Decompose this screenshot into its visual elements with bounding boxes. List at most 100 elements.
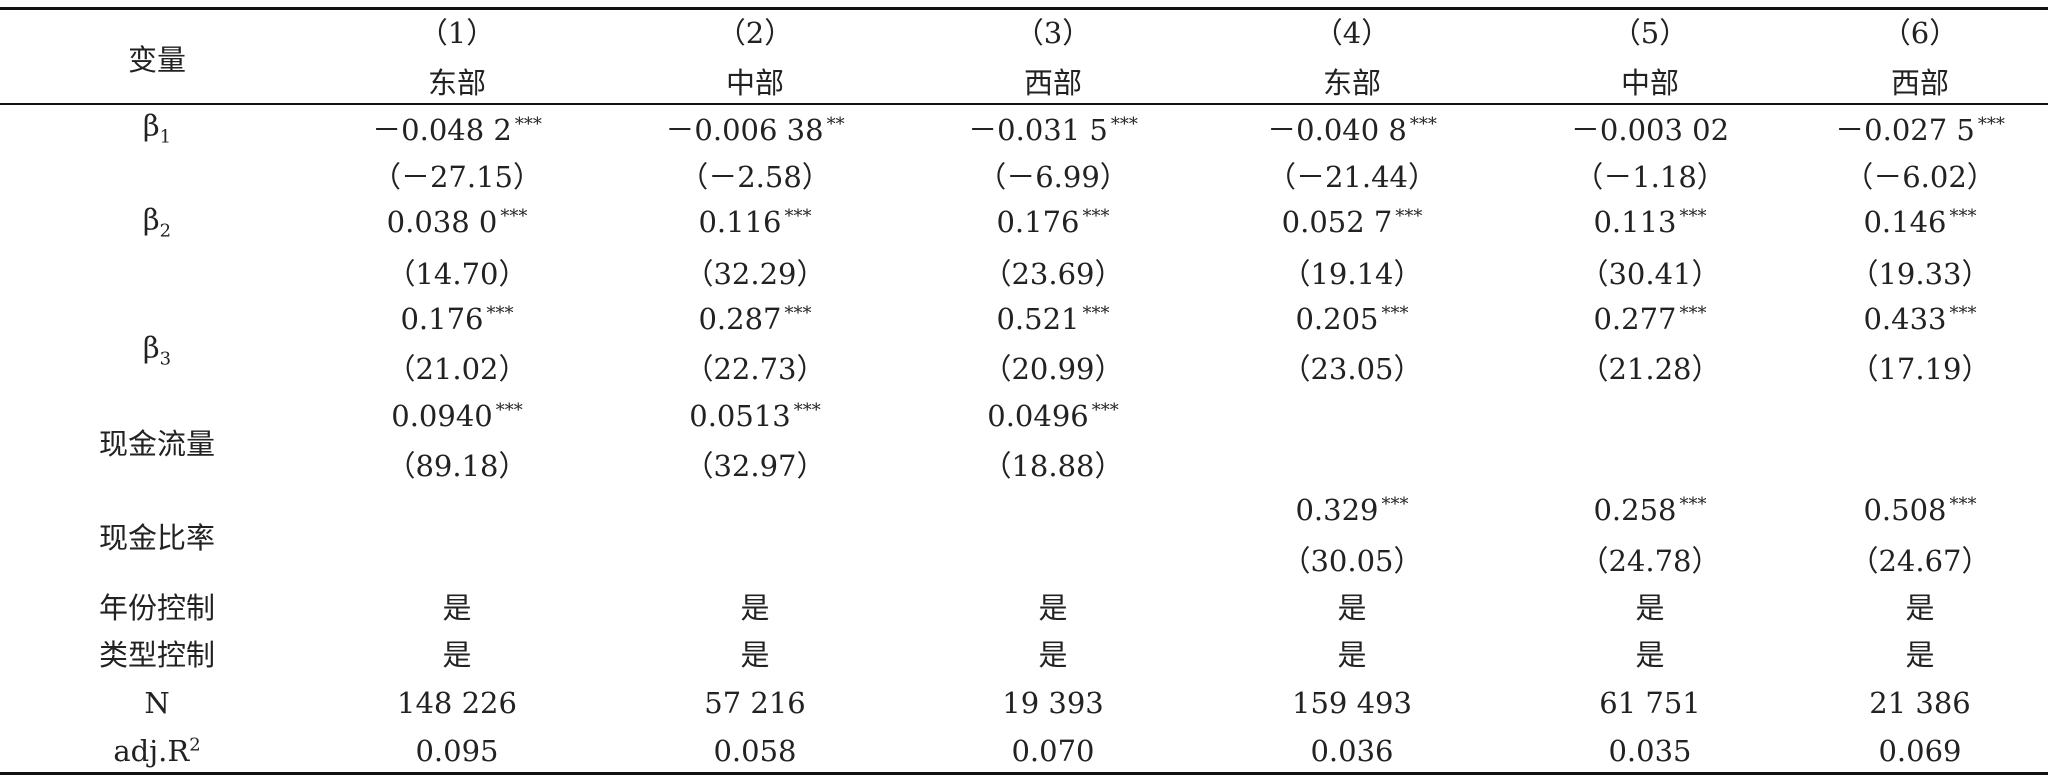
- t-statistic: （－6.99）: [977, 160, 1129, 194]
- significance-stars: ***: [1110, 114, 1138, 135]
- significance-stars: ***: [1395, 206, 1423, 227]
- significance-stars: ***: [1977, 114, 2005, 135]
- significance-stars: ***: [500, 206, 528, 227]
- row-label: β2: [143, 203, 171, 242]
- significance-stars: **: [826, 114, 845, 135]
- coefficient: 0.176 ***: [996, 205, 1109, 239]
- coefficient-value: 0.287: [698, 302, 782, 336]
- label-text: 现金比率: [98, 521, 216, 555]
- coefficient: 0.146 ***: [1863, 205, 1976, 239]
- label-text: β: [142, 202, 160, 237]
- coefficient-value: －0.027 5: [1835, 113, 1975, 147]
- t-statistic: （24.78）: [1579, 544, 1721, 578]
- cell-value: 148 226: [397, 686, 517, 720]
- t-statistic: （30.05）: [1281, 544, 1423, 578]
- significance-stars: ***: [1381, 303, 1409, 324]
- t-statistic: （21.28）: [1579, 352, 1721, 386]
- coefficient-value: 0.258: [1593, 493, 1677, 527]
- row-label: 现金流量: [99, 421, 215, 463]
- coefficient-value: 0.329: [1295, 493, 1379, 527]
- t-statistic: （14.70）: [386, 257, 528, 291]
- top-rule: [0, 7, 2048, 10]
- coefficient-value: 0.113: [1593, 205, 1677, 239]
- coefficient-value: 0.116: [698, 205, 782, 239]
- significance-stars: ***: [514, 114, 542, 135]
- t-statistic: （32.29）: [684, 257, 826, 291]
- t-statistic: （－2.58）: [679, 160, 831, 194]
- mid-rule: [0, 103, 2048, 105]
- significance-stars: ***: [1679, 206, 1707, 227]
- label-text: 年份控制: [98, 591, 216, 625]
- label-subscript: 2: [159, 220, 172, 242]
- cell-value: 0.036: [1310, 734, 1394, 768]
- coefficient: 0.329 ***: [1295, 493, 1408, 527]
- coefficient-value: 0.176: [996, 205, 1080, 239]
- label-text: β: [142, 108, 160, 143]
- coefficient: －0.003 02: [1571, 107, 1729, 149]
- coefficient-value: －0.048 2: [372, 113, 512, 147]
- cell-value: 是: [1038, 591, 1068, 625]
- coefficient-value: 0.038 0: [386, 205, 498, 239]
- significance-stars: ***: [784, 303, 812, 324]
- cell-value: 0.095: [415, 734, 499, 768]
- label-text: 类型控制: [98, 638, 216, 672]
- cell-value: 159 493: [1292, 686, 1412, 720]
- column-region: 西部: [1890, 66, 1950, 100]
- column-region: 西部: [1023, 66, 1083, 100]
- coefficient-value: 0.508: [1863, 493, 1947, 527]
- t-statistic: （23.05）: [1281, 352, 1423, 386]
- coefficient: 0.508 ***: [1863, 493, 1976, 527]
- row-label: 类型控制: [99, 632, 215, 674]
- coefficient: 0.0940 ***: [391, 399, 522, 433]
- significance-stars: ***: [1679, 303, 1707, 324]
- cell-value: 0.058: [713, 734, 797, 768]
- coefficient: 0.521 ***: [996, 302, 1109, 336]
- coefficient: 0.176 ***: [400, 302, 513, 336]
- coefficient: 0.287 ***: [698, 302, 811, 336]
- t-statistic: （－1.18）: [1574, 160, 1726, 194]
- coefficient: －0.040 8 ***: [1267, 107, 1437, 149]
- t-statistic: （18.88）: [982, 449, 1124, 483]
- coefficient-value: 0.0513: [689, 399, 791, 433]
- cell-value: 21 386: [1869, 686, 1971, 720]
- cell-value: 是: [442, 638, 472, 672]
- column-region: 东部: [427, 66, 487, 100]
- row-label: 年份控制: [99, 585, 215, 627]
- column-number: （4）: [1313, 16, 1391, 50]
- coefficient-value: 0.0940: [391, 399, 493, 433]
- significance-stars: ***: [495, 400, 523, 421]
- significance-stars: ***: [1949, 206, 1977, 227]
- t-statistic: （－21.44）: [1266, 160, 1438, 194]
- bottom-rule: [0, 772, 2048, 775]
- cell-value: 0.070: [1011, 734, 1095, 768]
- cell-value: 是: [1337, 638, 1367, 672]
- coefficient: 0.0513 ***: [689, 399, 820, 433]
- label-text: β: [142, 330, 160, 365]
- coefficient-value: 0.176: [400, 302, 484, 336]
- cell-value: 是: [1337, 591, 1367, 625]
- column-number: （1）: [418, 16, 496, 50]
- t-statistic: （19.14）: [1281, 257, 1423, 291]
- cell-value: 57 216: [704, 686, 806, 720]
- label-subscript: 1: [159, 126, 172, 148]
- row-label: 现金比率: [99, 515, 215, 557]
- significance-stars: ***: [1091, 400, 1119, 421]
- label-superscript: 2: [189, 734, 201, 756]
- coefficient-value: －0.031 5: [968, 113, 1108, 147]
- label-text: adj.R: [113, 734, 190, 768]
- row-label: adj.R2: [113, 734, 200, 768]
- coefficient: 0.0496 ***: [987, 399, 1118, 433]
- t-statistic: （19.33）: [1849, 257, 1991, 291]
- cell-value: 0.069: [1878, 734, 1962, 768]
- coefficient: －0.006 38 **: [665, 107, 844, 149]
- row-label: β3: [143, 331, 171, 370]
- t-statistic: （24.67）: [1849, 544, 1991, 578]
- row-label: N: [144, 686, 169, 720]
- column-region: 中部: [1620, 66, 1680, 100]
- column-number: （3）: [1014, 16, 1092, 50]
- cell-value: 是: [1635, 591, 1665, 625]
- label-text: 现金流量: [98, 427, 216, 461]
- cell-value: 是: [1038, 638, 1068, 672]
- t-statistic: （32.97）: [684, 449, 826, 483]
